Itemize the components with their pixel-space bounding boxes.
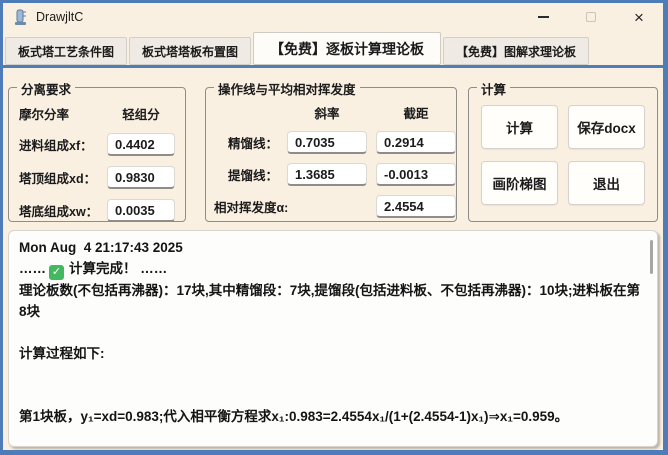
bottoms-composition-label: 塔底组成xw： (19, 205, 99, 219)
scrollbar-thumb[interactable] (650, 240, 653, 274)
tab-graphical-method[interactable]: 【免费】图解求理论板 (443, 37, 590, 65)
rectifying-intercept-input[interactable] (376, 131, 456, 154)
app-icon (15, 9, 26, 25)
feed-composition-label: 进料组成xf： (19, 139, 93, 153)
tab-plate-calculation[interactable]: 【免费】逐板计算理论板 (253, 32, 442, 65)
rectifying-slope-input[interactable] (287, 131, 367, 154)
separation-groupbox: 分离要求 摩尔分率 轻组分 进料组成xf： 塔顶组成xd： 塔底组成xw： (8, 79, 186, 222)
draw-step-diagram-button[interactable]: 画阶梯图 (481, 161, 558, 205)
log-line: 理论板数(不包括再沸器)：17块,其中精馏段：7块,提馏段(包括进料板、不包括再… (19, 283, 641, 319)
window-title: DrawjltC (36, 10, 84, 24)
exit-button[interactable]: 退出 (568, 161, 645, 205)
save-docx-button[interactable]: 保存docx (568, 105, 645, 149)
check-icon: ✓ (49, 265, 64, 280)
log-line: Mon Aug 4 21:17:43 2025 (19, 240, 183, 255)
light-component-header: 轻组分 (122, 108, 160, 122)
log-line: 第1块板，y₁=xd=0.983;代入相平衡方程求x₁:0.983=2.4554… (19, 409, 569, 424)
title-bar[interactable]: DrawjltC × (3, 3, 663, 31)
tab-bar: 板式塔工艺条件图 板式塔塔板布置图 【免费】逐板计算理论板 【免费】图解求理论板 (3, 31, 663, 65)
tabbar-underline (3, 65, 663, 68)
minimize-icon (537, 16, 549, 18)
log-line (19, 364, 643, 385)
calculation-groupbox: 计算 计算 保存docx 画阶梯图 退出 (468, 79, 658, 222)
stripping-intercept-input[interactable] (376, 163, 456, 186)
calculation-legend: 计算 (477, 79, 511, 98)
close-icon: × (634, 7, 644, 27)
stripping-slope-input[interactable] (287, 163, 367, 186)
close-button[interactable]: × (615, 3, 663, 31)
slope-header: 斜率 (314, 107, 340, 121)
log-line: …… ✓ 计算完成！ …… (19, 261, 168, 280)
maximize-button[interactable] (567, 3, 615, 31)
log-line (19, 385, 643, 406)
relative-volatility-label: 相对挥发度α: (214, 201, 289, 215)
log-line: 计算过程如下: (19, 346, 105, 361)
distillate-composition-label: 塔顶组成xd： (19, 172, 97, 186)
tab-plate-layout[interactable]: 板式塔塔板布置图 (129, 37, 252, 65)
separation-legend: 分离要求 (17, 79, 76, 98)
intercept-header: 截距 (403, 107, 429, 121)
tab-process-conditions[interactable]: 板式塔工艺条件图 (5, 37, 128, 65)
stripping-line-label: 提馏线： (227, 169, 278, 183)
log-line (19, 322, 643, 343)
window-controls: × (519, 3, 663, 31)
operating-lines-groupbox: 操作线与平均相对挥发度 斜率 截距 精馏线： 提馏线： 相对挥发度α: (205, 79, 457, 222)
bottoms-composition-input[interactable] (107, 199, 175, 222)
log-line (19, 427, 643, 446)
maximize-icon (586, 12, 596, 22)
minimize-button[interactable] (519, 3, 567, 31)
distillate-composition-input[interactable] (107, 166, 175, 189)
mole-fraction-header: 摩尔分率 (19, 108, 70, 122)
calculation-log[interactable]: Mon Aug 4 21:17:43 2025 …… ✓ 计算完成！ …… 理论板数(不… (8, 230, 658, 447)
operating-lines-legend: 操作线与平均相对挥发度 (214, 79, 360, 98)
relative-volatility-input[interactable] (376, 195, 456, 218)
rectifying-line-label: 精馏线： (227, 137, 278, 151)
log-lines: Mon Aug 4 21:17:43 2025 …… ✓ 计算完成！ …… 理论板数(不… (19, 237, 643, 446)
feed-composition-input[interactable] (107, 133, 175, 156)
calculate-button[interactable]: 计算 (481, 105, 558, 149)
